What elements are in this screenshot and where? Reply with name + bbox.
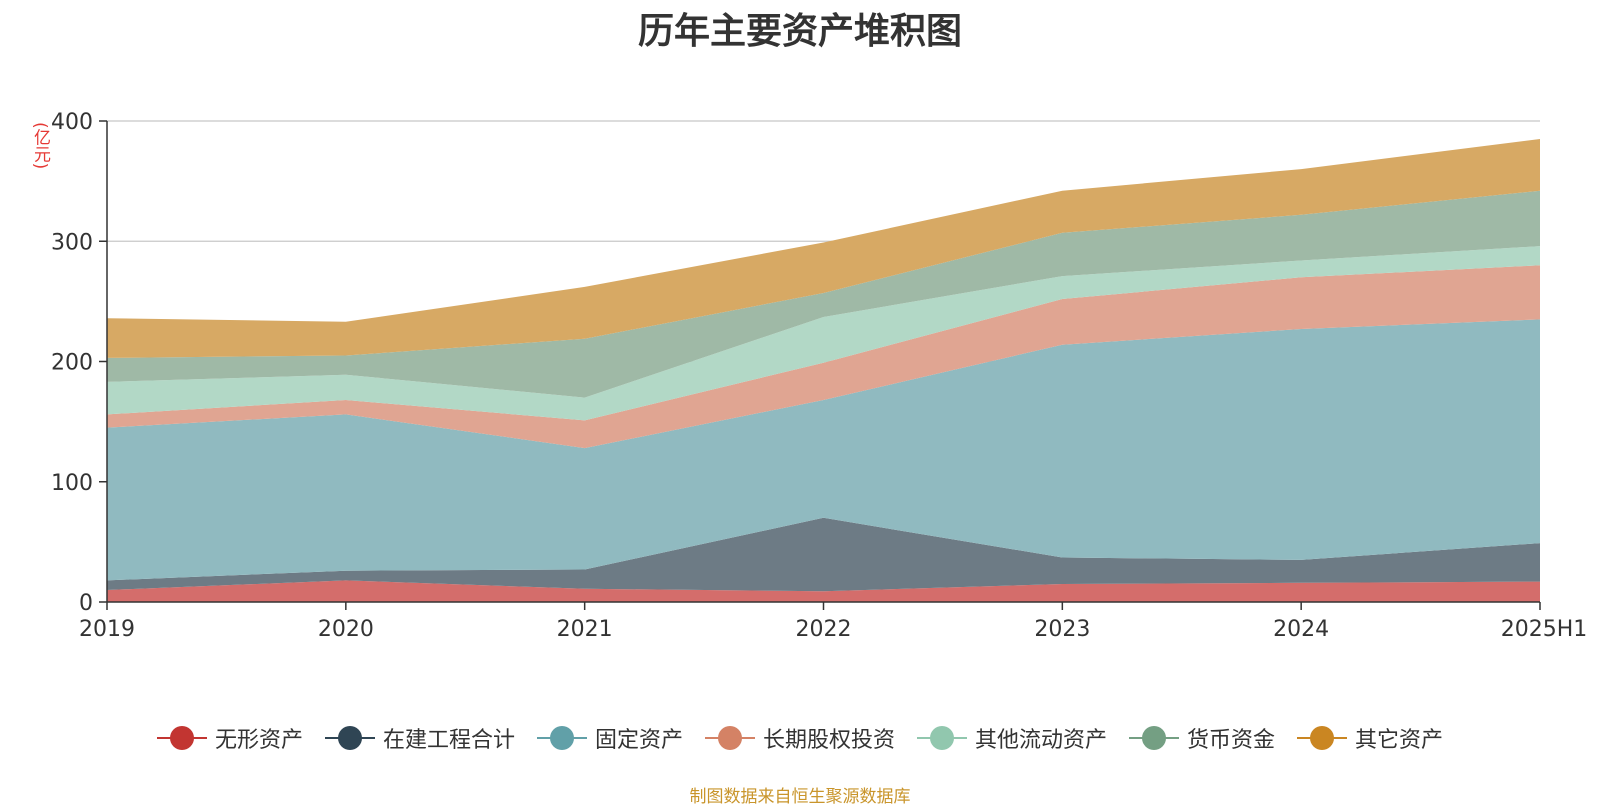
x-tick-label: 2019 (79, 617, 135, 642)
legend-item[interactable]: 长期股权投资 (704, 722, 895, 754)
x-tick-label: 2024 (1273, 617, 1329, 642)
y-tick-label: 200 (51, 351, 93, 376)
x-tick-label: 2022 (796, 617, 852, 642)
legend-label: 无形资产 (214, 728, 303, 753)
y-tick-label: 400 (51, 110, 93, 135)
legend-label: 货币资金 (1187, 728, 1276, 753)
legend-marker-icon (536, 725, 587, 751)
stacked-area-chart: 0 100 200 300 400 2019 2020 2021 2022 2023 2024 202… (51, 110, 1587, 642)
y-axis-unit-label: (亿元) (30, 122, 50, 170)
legend-marker-icon (156, 725, 207, 751)
legend-marker-icon (1129, 725, 1180, 751)
y-tick-label: 300 (51, 230, 93, 255)
y-tick-label: 100 (51, 471, 93, 496)
legend-item[interactable]: 货币资金 (1129, 722, 1275, 754)
x-tick-label: 2020 (318, 617, 374, 642)
legend-label: 长期股权投资 (762, 728, 895, 753)
x-tick-label: 2025H1 (1501, 617, 1588, 642)
axes (99, 120, 1541, 610)
legend-item[interactable]: 在建工程合计 (324, 722, 515, 754)
tick-labels: 0 100 200 300 400 2019 2020 2021 2022 2023 2024 202… (51, 110, 1587, 642)
legend-label: 在建工程合计 (382, 728, 515, 753)
legend-item[interactable]: 其它资产 (1297, 722, 1443, 754)
area-series-5 (107, 190, 1540, 398)
legend-label: 其他流动资产 (975, 728, 1108, 753)
legend-label: 固定资产 (594, 728, 683, 753)
area-series-4 (107, 246, 1540, 421)
legend-item[interactable]: 固定资产 (536, 722, 683, 754)
x-tick-label: 2023 (1034, 617, 1090, 642)
legend-label: 其它资产 (1355, 728, 1444, 753)
area-series-6 (107, 139, 1540, 358)
y-tick-label: 0 (79, 591, 93, 616)
legend-marker-icon (917, 725, 967, 751)
legend: 无形资产 在建工程合计 固定资产 长期股权投资 其他流动资产 货币资金 其它资产 (0, 718, 1600, 758)
area-series-2 (107, 319, 1540, 581)
legend-marker-icon (324, 725, 375, 751)
area-series-1 (107, 517, 1540, 592)
x-tick-label: 2021 (557, 617, 613, 642)
area-series-3 (107, 265, 1540, 449)
legend-item[interactable]: 无形资产 (156, 722, 303, 754)
chart-title: 历年主要资产堆积图 (637, 11, 962, 52)
area-series-layer (107, 139, 1540, 602)
legend-marker-icon (1297, 725, 1348, 751)
source-note: 制图数据来自恒生聚源数据库 (689, 787, 911, 807)
legend-marker-icon (704, 725, 755, 751)
legend-item[interactable]: 其他流动资产 (917, 722, 1107, 754)
